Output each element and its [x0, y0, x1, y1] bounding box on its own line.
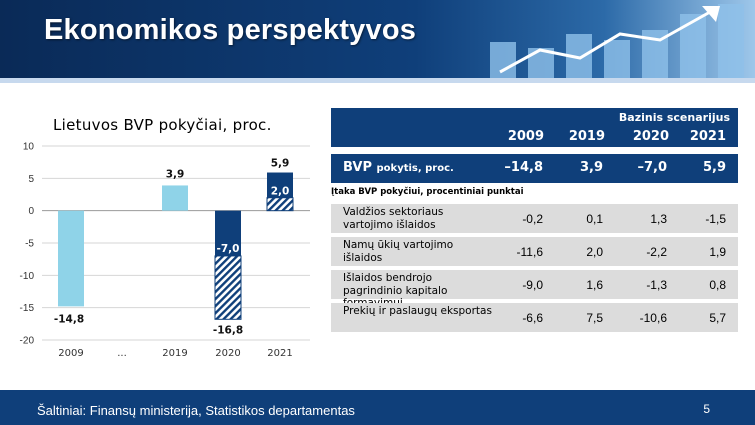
gdp-value-2021: 5,9 [702, 160, 726, 175]
gdp-row: BVP pokytis, proc. –14,8 3,9 –7,0 5,9 [331, 154, 738, 183]
cell-value: 0,1 [586, 212, 603, 226]
cell-value: 1,6 [586, 278, 603, 292]
cell-value: -1,3 [646, 278, 667, 292]
x-tick-label: 2020 [215, 348, 240, 359]
cell-value: -1,5 [705, 212, 726, 226]
total-label-2020: -16,8 [213, 324, 243, 336]
year-header-2019: 2019 [568, 129, 605, 144]
data-label-2019: 3,9 [166, 168, 185, 180]
y-tick-label: -15 [20, 303, 35, 314]
data-label-2021: 5,9 [271, 158, 290, 170]
source-note: Šaltiniai: Finansų ministerija, Statisti… [37, 403, 355, 418]
cell-value: -0,2 [522, 212, 543, 226]
scenario-table: Bazinis scenarijus 2009 2019 2020 2021 B… [331, 108, 738, 332]
y-tick-label: 10 [23, 142, 35, 153]
gdp-value-2019: 3,9 [579, 160, 603, 175]
slide-title: Ekonomikos perspektyvos [44, 14, 417, 46]
table-header: Bazinis scenarijus 2009 2019 2020 2021 [331, 108, 738, 147]
table-row: Valdžios sektoriaus vartojimo išlaidos -… [331, 204, 738, 233]
inner-label-2021: 2,0 [271, 186, 290, 198]
y-tick-label: 0 [28, 206, 34, 217]
header-divider [0, 78, 755, 83]
y-tick-label: -10 [20, 271, 35, 282]
scenario-label: Bazinis scenarijus [618, 111, 730, 124]
cell-value: 0,8 [709, 278, 726, 292]
slide-footer: Šaltiniai: Finansų ministerija, Statisti… [0, 390, 755, 425]
table-row: Namų ūkių vartojimo išlaidos -11,6 2,0 -… [331, 237, 738, 266]
y-tick-label: -5 [25, 239, 34, 250]
page-number: 5 [703, 402, 710, 416]
row-label: Namų ūkių vartojimo išlaidos [343, 239, 454, 264]
gdp-value-2009: –14,8 [504, 160, 543, 175]
year-header-2020: 2020 [632, 129, 669, 144]
cell-value: 1,9 [709, 245, 726, 259]
chart-title: Lietuvos BVP pokyčiai, proc. [53, 116, 272, 134]
bar-2021 [267, 172, 293, 198]
x-tick-label: 2019 [162, 348, 187, 359]
cell-value: -11,6 [516, 245, 543, 259]
x-tick-label: 2009 [58, 348, 83, 359]
cell-value: 7,5 [586, 311, 603, 325]
year-header-2009: 2009 [507, 129, 544, 144]
cell-value: -9,0 [522, 278, 543, 292]
table-row: Prekių ir paslaugų eksportas -6,6 7,5 -1… [331, 303, 738, 332]
data-label-2009: -14,8 [54, 313, 84, 325]
bar-2021-hatched [266, 197, 294, 212]
cell-value: -2,2 [646, 245, 667, 259]
growth-chart-illustration [490, 4, 744, 78]
cell-value: 5,7 [709, 311, 726, 325]
bar-2020 [215, 210, 241, 256]
year-header-2021: 2021 [689, 129, 726, 144]
cell-value: -10,6 [639, 311, 667, 325]
data-label-2020: -7,0 [217, 243, 240, 255]
bar-2009 [58, 210, 84, 307]
x-tick-label: ... [117, 348, 127, 359]
cell-value: 1,3 [650, 212, 667, 226]
gdp-row-label: BVP pokytis, proc. [343, 160, 454, 175]
row-label: Prekių ir paslaugų eksportas [343, 305, 492, 317]
y-tick-label: -20 [20, 336, 35, 347]
table-row: Išlaidos bendrojo pagrindinio kapitalo f… [331, 270, 738, 309]
cell-value: 2,0 [586, 245, 603, 259]
y-tick-label: 5 [28, 174, 34, 185]
bar-2019 [162, 185, 188, 211]
table-subheader: Įtaka BVP pokyčiui, procentiniai punktai [331, 187, 524, 197]
slide-header: Ekonomikos perspektyvos [0, 0, 755, 78]
gdp-value-2020: –7,0 [637, 160, 667, 175]
x-tick-label: 2021 [267, 348, 292, 359]
bar-2020-hatched [214, 255, 242, 320]
cell-value: -6,6 [522, 311, 543, 325]
row-label: Valdžios sektoriaus vartojimo išlaidos [343, 206, 444, 231]
